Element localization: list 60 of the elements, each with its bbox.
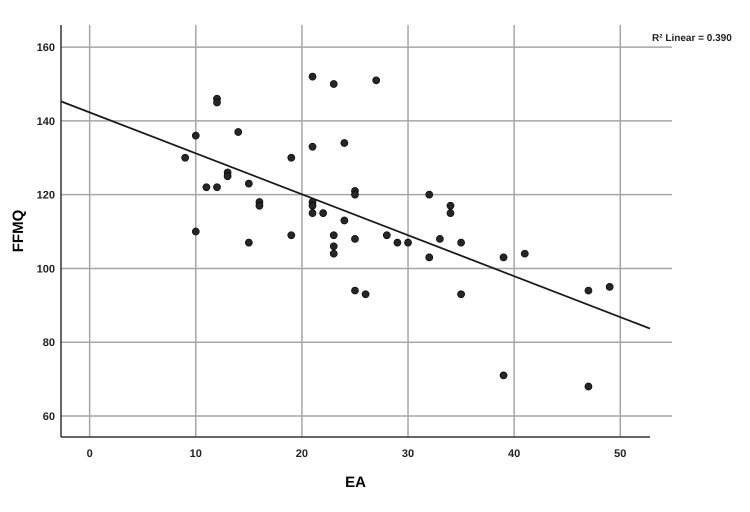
point	[287, 154, 296, 162]
point	[308, 209, 316, 217]
point	[457, 290, 465, 298]
point	[446, 202, 454, 210]
point	[234, 128, 242, 136]
point	[319, 209, 327, 217]
x-tick-label: 40	[508, 448, 520, 460]
x-tick-label: 20	[296, 448, 308, 460]
text: R² Linear = 0.390	[652, 33, 732, 44]
point	[287, 231, 296, 240]
point	[330, 242, 338, 250]
point	[500, 372, 508, 380]
point	[308, 202, 316, 210]
point	[425, 190, 434, 199]
point	[330, 250, 338, 258]
x-tick-label: 0	[86, 448, 93, 460]
point	[330, 231, 338, 240]
point	[351, 190, 359, 199]
point	[404, 238, 412, 246]
point	[340, 139, 348, 147]
point	[308, 72, 316, 80]
x-tick-label: 50	[614, 448, 626, 460]
point	[351, 286, 359, 294]
point	[192, 132, 200, 140]
y-tick-label: 120	[36, 190, 55, 202]
point	[224, 172, 232, 180]
point	[362, 290, 370, 298]
y-tick-label: 100	[36, 263, 55, 276]
x-tick-label: 10	[190, 448, 202, 460]
point	[606, 283, 614, 291]
point	[436, 235, 444, 243]
x-tick-label: 30	[402, 448, 414, 460]
point	[500, 254, 508, 262]
point	[394, 238, 402, 246]
point	[192, 228, 200, 236]
point	[425, 254, 434, 262]
point	[584, 286, 592, 294]
point	[256, 202, 264, 210]
point	[520, 250, 529, 258]
point	[330, 80, 338, 88]
y-tick-label: 80	[42, 337, 55, 350]
point	[202, 183, 210, 192]
point	[457, 238, 465, 246]
point	[181, 154, 190, 162]
y-tick-label: 60	[42, 410, 55, 423]
point	[372, 76, 380, 84]
point	[308, 142, 316, 151]
point	[340, 216, 348, 224]
point	[584, 382, 592, 390]
y-tick-label: 160	[36, 42, 55, 54]
point	[213, 98, 221, 106]
point	[382, 231, 391, 240]
y-tick-label: 140	[36, 116, 55, 128]
point	[351, 235, 359, 243]
x-axis-title: EA	[345, 474, 366, 491]
point	[213, 183, 221, 192]
y-axis-title: FFMQ	[10, 209, 27, 252]
point	[244, 238, 253, 246]
point	[446, 209, 454, 217]
point	[244, 180, 253, 188]
